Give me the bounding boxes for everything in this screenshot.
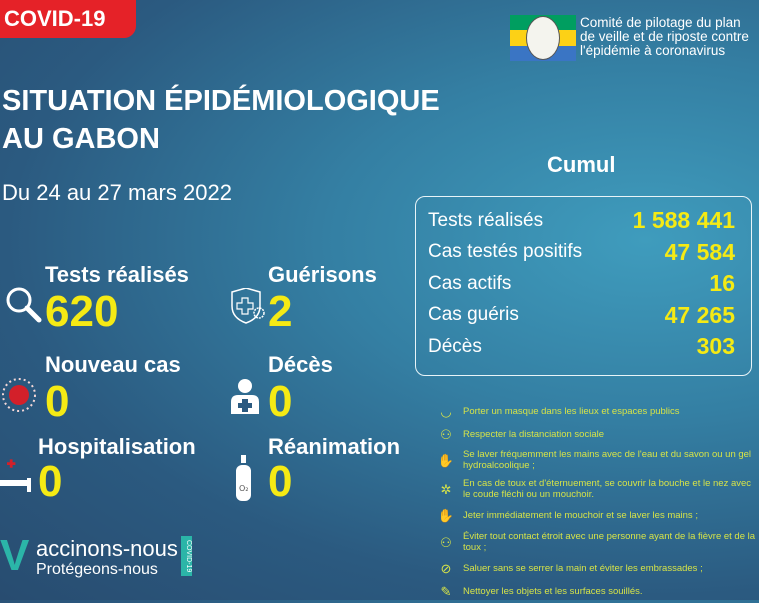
cumul-label: Tests réalisés — [428, 209, 544, 231]
stat-label: Décès — [268, 352, 333, 377]
stat-label: Nouveau cas — [45, 352, 181, 377]
prevention-tips: ◡ Porter un masque dans les lieux et espa… — [436, 400, 756, 603]
tip-text: Saluer sans se serrer la main et éviter … — [463, 563, 703, 574]
stat-label: Hospitalisation — [38, 434, 196, 459]
cumul-label: Cas testés positifs — [428, 241, 583, 263]
hospital-bed-icon — [0, 458, 36, 498]
magnifier-icon — [4, 285, 42, 329]
stat-label: Tests réalisés — [45, 262, 189, 287]
stat-value: 0 — [268, 457, 293, 506]
tip-text: En cas de toux et d'éternuement, se couv… — [463, 478, 752, 500]
stat-value: 0 — [268, 377, 293, 426]
stat-value: 0 — [38, 457, 63, 506]
handwash-icon: ✋ — [437, 452, 455, 468]
committee-text: Comité de pilotage du plan de veille et … — [580, 16, 749, 58]
cumul-row: Cas testés positifs 47 584 — [428, 237, 735, 269]
slogan-line1: accinons-nous — [36, 536, 178, 561]
covid-banner: COVID-19 — [0, 0, 136, 38]
cumul-table: Tests réalisés 1 588 441 Cas testés posit… — [415, 196, 752, 376]
cumul-row: Cas guéris 47 265 — [428, 300, 735, 332]
distancing-icon: ⚇ — [440, 534, 452, 550]
covid-tag: COVID-19 — [181, 536, 192, 576]
stat-value: 620 — [45, 287, 119, 336]
distancing-icon: ⚇ — [440, 427, 452, 442]
cumul-title: Cumul — [547, 152, 616, 177]
title-line: SITUATION ÉPIDÉMIOLOGIQUE — [2, 85, 440, 117]
cumul-value: 1 588 441 — [632, 207, 735, 234]
cumul-value: 47 584 — [664, 238, 735, 265]
slogan-line2: Protégeons-nous — [36, 561, 158, 578]
handwash-icon: ✋ — [437, 508, 455, 523]
page-title: SITUATION ÉPIDÉMIOLOGIQUE AU GABON — [2, 82, 440, 158]
tip-text: Jeter immédiatement le mouchoir et se la… — [463, 510, 698, 521]
tip-text: Se laver fréquemment les mains avec de l… — [463, 449, 752, 471]
svg-text:O₂: O₂ — [239, 484, 249, 493]
cumul-label: Décès — [428, 335, 482, 357]
tip-item: ✲ En cas de toux et d'éternuement, se cou… — [436, 474, 756, 504]
tip-item: ✎ Nettoyer les objets et les surfaces sou… — [436, 580, 756, 603]
cumul-row: Tests réalisés 1 588 441 — [428, 205, 735, 237]
person-cross-icon — [228, 378, 262, 418]
cumul-row: Décès 303 — [428, 331, 735, 363]
tip-item: ⊘ Saluer sans se serrer la main et éviter… — [436, 557, 756, 580]
victory-hand-icon: V — [0, 531, 30, 580]
gabon-logo — [510, 15, 576, 61]
cleaning-icon: ✎ — [440, 584, 452, 599]
tip-text: Respecter la distanciation sociale — [463, 429, 604, 440]
stat-label: Guérisons — [268, 262, 377, 287]
cumul-label: Cas guéris — [428, 304, 519, 326]
date-range: Du 24 au 27 mars 2022 — [2, 180, 232, 205]
oxygen-tank-icon: O₂ — [234, 455, 254, 505]
tip-item: ✋ Se laver fréquemment les mains avec de … — [436, 446, 756, 474]
stat-label: Réanimation — [268, 434, 401, 459]
tip-text: Nettoyer les objets et les surfaces soui… — [463, 586, 643, 597]
tip-item: ⚇ Respecter la distanciation sociale — [436, 423, 756, 446]
title-line: AU GABON — [2, 123, 160, 155]
tip-item: ✋ Jeter immédiatement le mouchoir et se l… — [436, 504, 756, 527]
seal-icon — [526, 16, 560, 60]
tip-text: Porter un masque dans les lieux et espac… — [463, 406, 680, 417]
cumul-row: Cas actifs 16 — [428, 268, 735, 300]
shield-cross-virus-icon — [228, 287, 268, 328]
no-handshake-icon: ⊘ — [440, 561, 452, 576]
tip-item: ◡ Porter un masque dans les lieux et espa… — [436, 400, 756, 423]
virus-icon — [0, 375, 38, 419]
tip-text: Éviter tout contact étroit avec une pers… — [463, 531, 756, 553]
committee-line: de veille et de riposte contre — [580, 29, 749, 44]
sneeze-icon: ✲ — [440, 481, 452, 497]
cumul-label: Cas actifs — [428, 272, 512, 294]
stat-value: 2 — [268, 287, 293, 336]
tip-item: ⚇ Éviter tout contact étroit avec une per… — [436, 527, 756, 557]
cumul-value: 47 265 — [664, 301, 735, 328]
committee-line: l'épidémie à coronavirus — [580, 43, 726, 58]
mask-icon: ◡ — [440, 404, 452, 419]
cumul-value: 303 — [696, 333, 735, 360]
stat-value: 0 — [45, 377, 70, 426]
committee-line: Comité de pilotage du plan — [580, 15, 741, 30]
cumul-value: 16 — [709, 270, 735, 297]
